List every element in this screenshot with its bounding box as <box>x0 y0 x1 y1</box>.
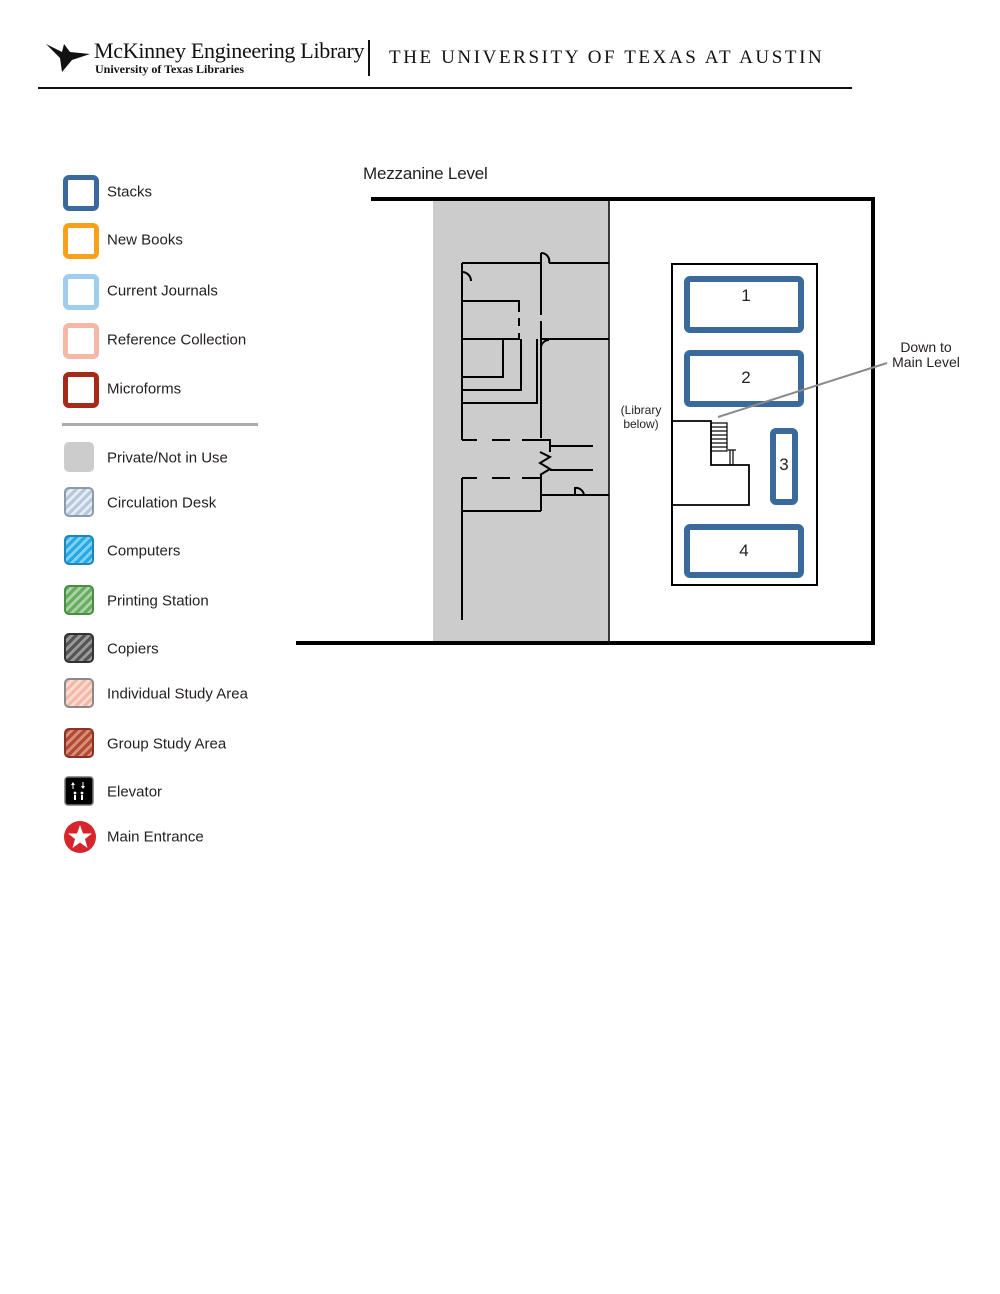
legend-label: Private/Not in Use <box>107 449 228 467</box>
legend-separator <box>62 423 258 426</box>
stack-label-3: 3 <box>779 455 789 474</box>
legend-item-group-study: Group Study Area <box>60 725 300 763</box>
private-area <box>433 199 609 642</box>
stack-label-2: 2 <box>741 368 751 387</box>
elevator-icon <box>64 776 94 806</box>
outer-walls <box>296 197 875 645</box>
legend-item-individual-study: Individual Study Area <box>60 675 300 713</box>
individual-study-swatch <box>64 678 94 708</box>
header-divider <box>368 40 370 76</box>
header-rule <box>38 87 852 89</box>
university-name: THE UNIVERSITY OF TEXAS AT AUSTIN <box>389 47 825 68</box>
map-title: Mezzanine Level <box>363 164 488 183</box>
printing-station-swatch <box>64 585 94 615</box>
legend-label: New Books <box>107 231 183 249</box>
stairs-icon <box>710 422 736 465</box>
stairs-callout: Down to Main Level <box>886 340 966 370</box>
library-subtitle: University of Texas Libraries <box>95 62 244 76</box>
legend-item-new-books: New Books <box>60 221 300 259</box>
group-study-swatch <box>64 728 94 758</box>
legend-label: Computers <box>107 542 181 560</box>
legend-item-current-journals: Current Journals <box>60 272 300 310</box>
library-below-text: (Library below) <box>620 403 662 431</box>
legend-item-private: Private/Not in Use <box>60 439 300 477</box>
legend-label: Printing Station <box>107 592 209 610</box>
stack-4 <box>684 524 804 578</box>
legend-item-elevator: Elevator <box>60 773 300 811</box>
library-name: McKinney Engineering Library <box>94 38 365 63</box>
stacks-swatch <box>63 175 99 211</box>
stairs-callout-text: Down to Main Level <box>892 339 960 370</box>
stack-label-4: 4 <box>739 541 749 560</box>
stacks <box>684 276 804 578</box>
legend-label: Circulation Desk <box>107 494 217 512</box>
legend-label: Group Study Area <box>107 735 227 753</box>
computers-swatch <box>64 535 94 565</box>
stack-2 <box>684 350 804 407</box>
library-logo-icon <box>46 44 90 72</box>
private-swatch <box>64 442 94 472</box>
reference-collection-swatch <box>63 323 99 359</box>
legend-item-circulation-desk: Circulation Desk <box>60 484 300 522</box>
stacks-room <box>671 263 818 586</box>
legend-label: Copiers <box>107 640 159 658</box>
legend-item-copiers: Copiers <box>60 630 300 668</box>
legend-item-printing-station: Printing Station <box>60 582 300 620</box>
legend-label: Main Entrance <box>107 828 204 846</box>
library-below-note: (Library below) <box>615 403 667 431</box>
legend-label: Elevator <box>107 783 163 801</box>
callout-line <box>717 362 888 418</box>
stack-1 <box>684 276 804 333</box>
stack-3 <box>770 428 798 505</box>
legend-item-reference-collection: Reference Collection <box>60 321 300 359</box>
interior-walls <box>461 252 609 620</box>
star-icon <box>64 821 96 853</box>
current-journals-swatch <box>63 274 99 310</box>
legend-item-stacks: Stacks <box>60 173 300 211</box>
legend-label: Current Journals <box>107 282 218 300</box>
legend-label: Stacks <box>107 183 153 201</box>
header: McKinney Engineering Library University … <box>0 0 1000 100</box>
legend-label: Microforms <box>107 380 182 398</box>
legend-label: Reference Collection <box>107 331 247 349</box>
legend-label: Individual Study Area <box>107 685 248 703</box>
new-books-swatch <box>63 223 99 259</box>
microforms-swatch <box>63 372 99 408</box>
stack-label-1: 1 <box>741 286 751 305</box>
legend-item-computers: Computers <box>60 532 300 570</box>
copiers-swatch <box>64 633 94 663</box>
legend-item-microforms: Microforms <box>60 370 300 408</box>
circulation-desk-swatch <box>64 487 94 517</box>
legend-item-main-entrance: Main Entrance <box>60 818 300 856</box>
